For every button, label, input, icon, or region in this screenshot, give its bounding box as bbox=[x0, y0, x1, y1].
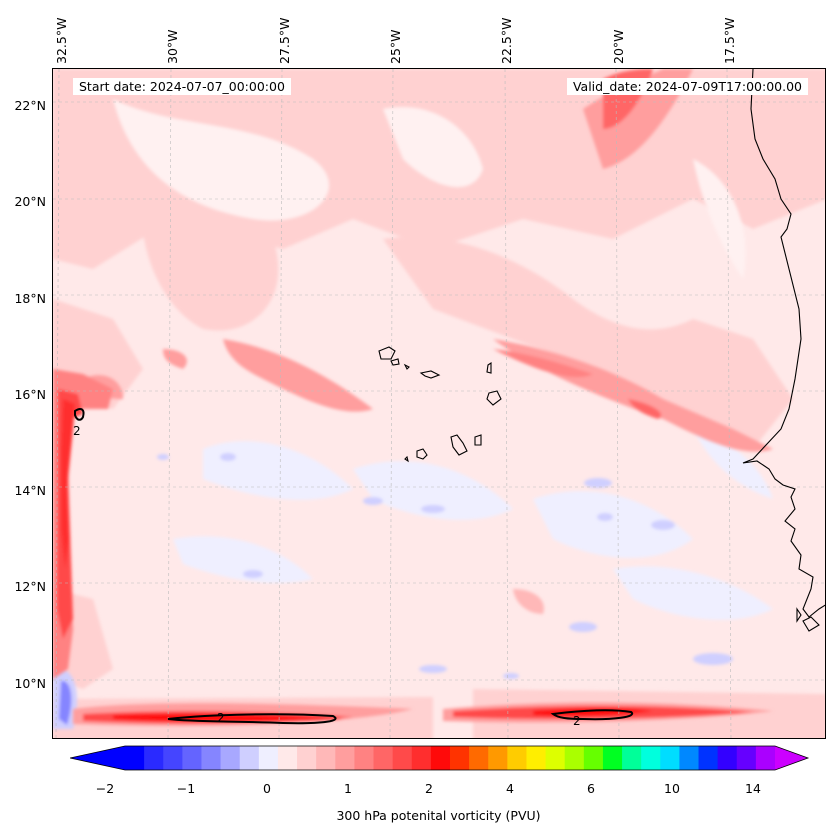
lat-label-12n: 12°N bbox=[14, 579, 46, 594]
colorbar-swatch bbox=[277, 746, 298, 770]
lat-label-18n: 18°N bbox=[14, 291, 46, 306]
colorbar-swatch bbox=[373, 746, 394, 770]
colorbar-swatch bbox=[679, 746, 700, 770]
colorbar-swatch bbox=[526, 746, 547, 770]
lat-label-14n: 14°N bbox=[14, 483, 46, 498]
colorbar-outline bbox=[70, 745, 810, 771]
lon-label-27-5w: 27.5°W bbox=[277, 17, 292, 64]
colorbar bbox=[70, 745, 810, 771]
colorbar-swatch bbox=[717, 746, 738, 770]
contour-label: 2 bbox=[217, 711, 225, 725]
colorbar-swatch bbox=[488, 746, 508, 770]
colorbar-swatch bbox=[297, 746, 317, 770]
lat-label-20n: 20°N bbox=[14, 194, 46, 209]
colorbar-tick: 2 bbox=[425, 781, 433, 796]
lon-label-25w: 25°W bbox=[388, 29, 403, 64]
pv-low-regions bbox=[113, 99, 746, 279]
colorbar-tick: 1 bbox=[344, 781, 352, 796]
pv-field: 2 2 2 bbox=[53, 69, 825, 738]
colorbar-swatch bbox=[220, 746, 241, 770]
colorbar-swatch bbox=[469, 746, 489, 770]
colorbar-over-arrow bbox=[775, 746, 808, 770]
colorbar-swatch bbox=[411, 746, 432, 770]
contour-label: 2 bbox=[73, 424, 81, 438]
lon-label-20w: 20°W bbox=[611, 29, 626, 64]
africa-coastline bbox=[742, 69, 825, 632]
colorbar-swatch bbox=[335, 746, 355, 770]
colorbar-swatch bbox=[201, 746, 222, 770]
lon-label-32-5w: 32.5°W bbox=[54, 17, 69, 64]
colorbar-tick: 10 bbox=[664, 781, 680, 796]
lat-label-10n: 10°N bbox=[14, 676, 46, 691]
colorbar-title: 300 hPa potenital vorticity (PVU) bbox=[336, 808, 541, 823]
colorbar-swatch bbox=[182, 746, 202, 770]
pv-map: 2 2 2 Start date: 2024-07-07_00:00:00 Va… bbox=[52, 68, 826, 739]
colorbar-tick: 14 bbox=[745, 781, 761, 796]
colorbar-swatch bbox=[316, 746, 336, 770]
colorbar-tick: 0 bbox=[263, 781, 271, 796]
cape-verde-islands bbox=[378, 346, 502, 463]
colorbar-swatch bbox=[660, 746, 680, 770]
colorbar-swatch bbox=[736, 746, 757, 770]
lat-label-16n: 16°N bbox=[14, 387, 46, 402]
pv-negative-patches bbox=[53, 429, 773, 729]
colorbar-tick: 6 bbox=[587, 781, 595, 796]
colorbar-tick: 4 bbox=[506, 781, 514, 796]
pv-2-contours bbox=[74, 408, 634, 725]
colorbar-swatch bbox=[622, 746, 642, 770]
contour-labels: 2 2 2 bbox=[73, 424, 581, 728]
colorbar-under-arrow bbox=[70, 746, 125, 770]
colorbar-swatch bbox=[392, 746, 413, 770]
colorbar-swatch bbox=[258, 746, 279, 770]
colorbar-swatch bbox=[507, 746, 527, 770]
colorbar-swatch bbox=[602, 746, 623, 770]
colorbar-swatch bbox=[698, 746, 719, 770]
lon-label-22-5w: 22.5°W bbox=[499, 17, 514, 64]
colorbar-swatch bbox=[163, 746, 183, 770]
colorbar-tick: −1 bbox=[176, 781, 196, 796]
contour-label: 2 bbox=[573, 714, 581, 728]
colorbar-tick: −2 bbox=[95, 781, 115, 796]
colorbar-swatch bbox=[564, 746, 585, 770]
colorbar-swatch bbox=[450, 746, 470, 770]
valid-date-label: Valid_date: 2024-07-09T17:00:00.00 bbox=[566, 78, 808, 95]
lon-label-17-5w: 17.5°W bbox=[722, 17, 737, 64]
lon-label-30w: 30°W bbox=[165, 29, 180, 64]
colorbar-swatch bbox=[144, 746, 164, 770]
colorbar-swatch bbox=[755, 746, 776, 770]
start-date-label: Start date: 2024-07-07_00:00:00 bbox=[73, 78, 291, 95]
colorbar-swatch bbox=[583, 746, 604, 770]
colorbar-swatch bbox=[430, 746, 451, 770]
colorbar-swatch bbox=[641, 746, 661, 770]
colorbar-swatch bbox=[125, 746, 145, 770]
gridlines bbox=[53, 69, 825, 738]
colorbar-swatch bbox=[239, 746, 260, 770]
lat-label-22n: 22°N bbox=[14, 98, 46, 113]
colorbar-swatch bbox=[545, 746, 566, 770]
colorbar-swatch bbox=[354, 746, 375, 770]
